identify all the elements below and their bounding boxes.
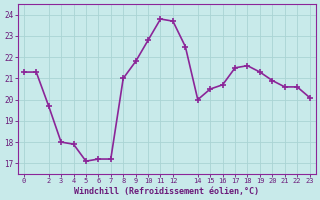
X-axis label: Windchill (Refroidissement éolien,°C): Windchill (Refroidissement éolien,°C) <box>74 187 259 196</box>
